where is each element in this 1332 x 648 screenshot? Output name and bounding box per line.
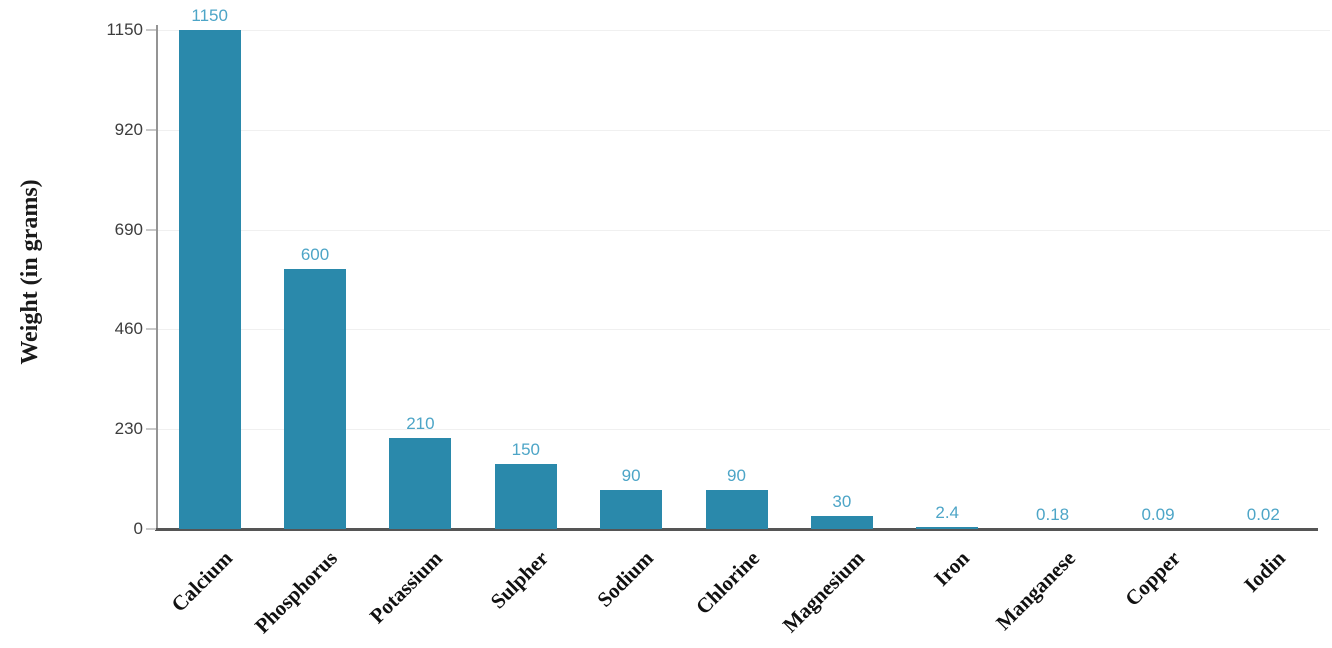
y-tick-mark	[146, 528, 156, 530]
bar-value-label: 2.4	[935, 503, 959, 522]
bar-value-label: 0.02	[1246, 505, 1280, 524]
bar-value-label: 90	[727, 465, 746, 485]
bar	[178, 30, 241, 529]
y-tick-label: 690	[114, 219, 143, 239]
bar	[600, 489, 663, 529]
y-tick-label: 230	[114, 419, 143, 439]
x-axis-baseline	[155, 528, 1318, 531]
bar	[916, 527, 979, 529]
bar	[389, 437, 452, 529]
bar-value-label: 0.09	[1141, 505, 1175, 524]
y-tick-label: 460	[114, 319, 143, 339]
y-axis-line	[156, 25, 158, 529]
bar-value-label: 600	[300, 244, 330, 264]
bar-value-label: 210	[406, 413, 435, 433]
y-tick-mark	[146, 328, 156, 331]
gridline	[157, 229, 1330, 231]
bar-value-label: 30	[832, 492, 852, 511]
bar-value-label: 1150	[191, 6, 228, 25]
y-tick-label: 1150	[106, 20, 143, 39]
bar-value-label: 90	[621, 465, 641, 485]
gridline	[157, 129, 1330, 131]
bar	[284, 268, 346, 529]
y-tick-label: 920	[114, 119, 143, 139]
bar	[705, 489, 768, 529]
gridline	[157, 329, 1330, 331]
y-tick-mark	[146, 428, 156, 431]
y-axis-title: Weight (in grams)	[17, 179, 43, 365]
y-tick-mark	[146, 29, 156, 31]
gridline	[157, 429, 1330, 431]
bar-value-label: 0.18	[1036, 505, 1070, 524]
y-tick-mark	[146, 128, 156, 131]
bar	[494, 463, 557, 529]
x-category-label: Calcium	[166, 546, 237, 617]
y-tick-mark	[146, 228, 156, 231]
bar	[810, 516, 873, 529]
y-tick-label: 0	[133, 519, 143, 538]
bar-value-label: 150	[511, 439, 540, 459]
gridline	[157, 30, 1330, 31]
